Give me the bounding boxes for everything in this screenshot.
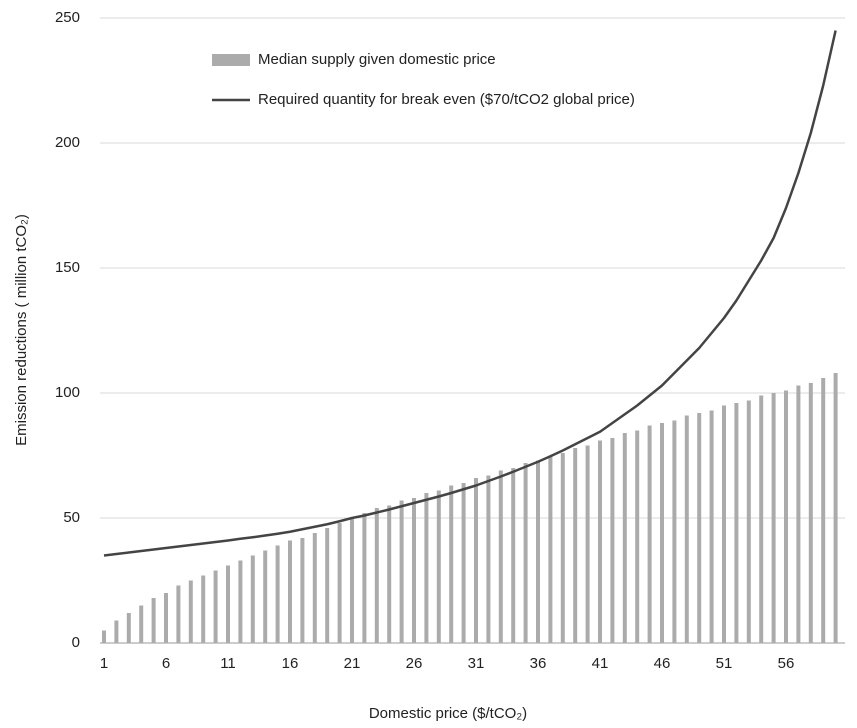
bar [188, 580, 193, 643]
x-tick-label: 46 [654, 655, 671, 672]
bar [449, 485, 454, 643]
bar [709, 410, 714, 643]
legend-label: Median supply given domestic price [258, 51, 496, 68]
bar [622, 433, 627, 643]
bar [300, 538, 305, 643]
bar [151, 598, 156, 643]
bar [412, 498, 416, 643]
x-tick-label: 41 [592, 655, 609, 672]
x-axis-label: Domestic price ($/tCO₂) [369, 705, 527, 722]
bar [833, 373, 838, 643]
bar [350, 518, 354, 643]
bar [722, 405, 726, 643]
x-tick-label: 31 [468, 655, 485, 672]
bar [436, 490, 441, 643]
bar [734, 403, 739, 643]
bar [226, 565, 230, 643]
x-tick-label: 21 [344, 655, 361, 672]
bar [288, 540, 292, 643]
x-tick-label: 11 [220, 655, 236, 672]
y-tick-label: 0 [72, 634, 80, 651]
y-tick-label: 200 [55, 134, 80, 151]
bar [759, 395, 764, 643]
bar [126, 613, 131, 643]
bar [213, 570, 218, 643]
y-tick-label: 250 [55, 9, 80, 26]
y-tick-label: 50 [63, 509, 80, 526]
bar [585, 445, 590, 643]
x-tick-label: 6 [162, 655, 170, 672]
bar [635, 430, 640, 643]
bar [461, 483, 466, 643]
bar [201, 575, 206, 643]
bar [325, 528, 330, 643]
bar [263, 550, 268, 643]
bar [598, 440, 602, 643]
x-tick-label: 51 [716, 655, 733, 672]
bar [498, 470, 503, 643]
bar [771, 393, 776, 643]
bar [399, 500, 404, 643]
y-tick-label: 150 [55, 259, 80, 276]
bar [536, 460, 540, 643]
x-tick-label: 26 [406, 655, 423, 672]
bar [697, 413, 702, 643]
bar [374, 508, 379, 643]
bar [796, 385, 801, 643]
bar [808, 383, 813, 643]
bar [511, 468, 516, 643]
bar [784, 390, 788, 643]
y-axis-label: Emission reductions ( million tCO₂) [13, 214, 30, 446]
bar [275, 545, 280, 643]
legend-swatch [212, 54, 250, 66]
bar [647, 425, 652, 643]
bar [387, 505, 392, 643]
y-tick-label: 100 [55, 384, 80, 401]
bar [362, 513, 367, 643]
bar [337, 523, 342, 643]
x-tick-label: 1 [100, 655, 108, 672]
bar [684, 415, 689, 643]
bar [746, 400, 751, 643]
bar [610, 438, 615, 643]
bar [114, 620, 119, 643]
bar [176, 585, 181, 643]
bar [312, 533, 317, 643]
bar [573, 448, 578, 643]
bar [821, 378, 826, 643]
bar [560, 453, 565, 643]
bar [250, 555, 255, 643]
bar [548, 455, 553, 643]
legend-label: Required quantity for break even ($70/tC… [258, 91, 635, 108]
bar [424, 493, 429, 643]
bar [238, 560, 243, 643]
x-tick-label: 36 [530, 655, 547, 672]
x-tick-label: 16 [282, 655, 299, 672]
bar [474, 478, 478, 643]
bar [139, 605, 144, 643]
bar [660, 423, 664, 643]
bar [486, 475, 491, 643]
bar [672, 420, 677, 643]
bar [523, 463, 528, 643]
bar [164, 593, 168, 643]
bar [102, 630, 106, 643]
line [103, 30, 837, 557]
x-tick-label: 56 [778, 655, 795, 672]
